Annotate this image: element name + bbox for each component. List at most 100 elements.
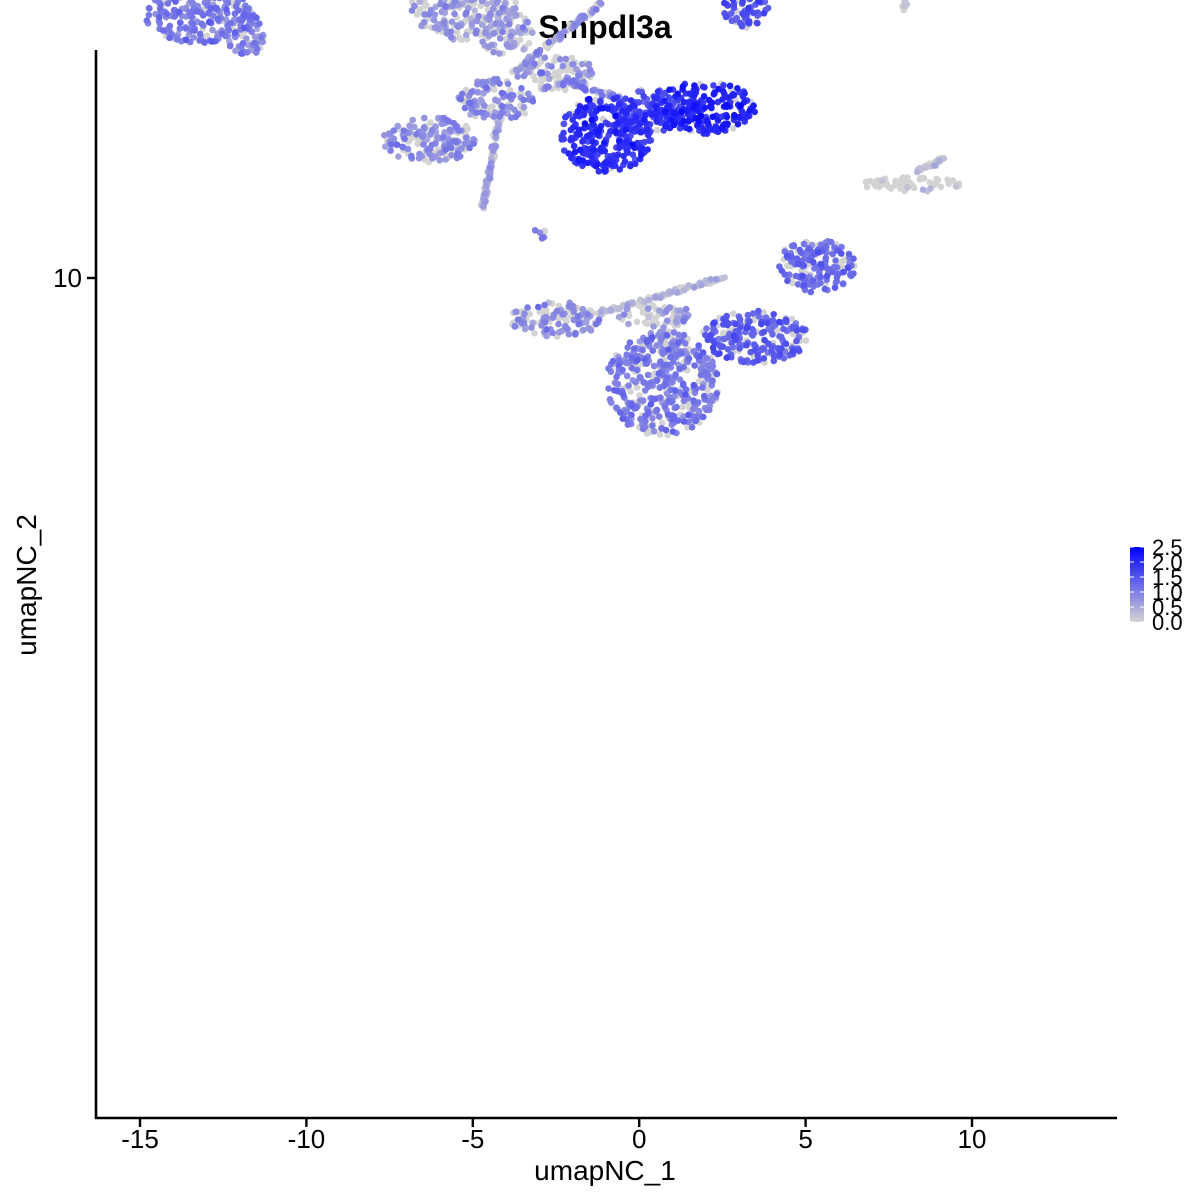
scatter-point bbox=[520, 103, 528, 111]
scatter-point bbox=[421, 18, 428, 26]
scatter-point bbox=[658, 419, 666, 427]
scatter-point bbox=[416, 0, 424, 5]
scatter-point bbox=[644, 305, 652, 313]
scatter-point bbox=[920, 175, 928, 182]
scatter-point bbox=[676, 365, 683, 373]
scatter-point bbox=[656, 431, 664, 438]
scatter-point bbox=[393, 141, 401, 148]
scatter-point bbox=[605, 365, 612, 372]
scatter-point bbox=[499, 28, 506, 36]
scatter-point bbox=[166, 22, 174, 30]
scatter-point bbox=[438, 120, 446, 128]
scatter-point bbox=[541, 54, 549, 61]
scatter-point bbox=[480, 203, 487, 210]
scatter-point bbox=[558, 327, 565, 335]
scatter-point bbox=[937, 183, 945, 191]
scatter-point bbox=[789, 279, 797, 287]
scatter-point bbox=[575, 72, 582, 79]
scatter-point bbox=[623, 408, 630, 415]
scatter-point bbox=[634, 366, 641, 374]
scatter-point bbox=[709, 362, 717, 370]
scatter-point bbox=[720, 329, 727, 337]
scatter-point bbox=[569, 60, 577, 68]
scatter-point bbox=[570, 77, 578, 84]
scatter-point bbox=[625, 382, 632, 390]
scatter-point bbox=[143, 17, 151, 24]
scatter-point bbox=[541, 301, 548, 309]
scatter-point bbox=[643, 430, 651, 437]
scatter-point bbox=[650, 428, 658, 435]
scatter-point bbox=[461, 140, 469, 148]
scatter-point bbox=[490, 113, 498, 120]
scatter-point bbox=[494, 121, 502, 128]
scatter-point bbox=[613, 373, 620, 381]
scatter-point bbox=[242, 5, 250, 13]
scatter-point bbox=[452, 138, 460, 145]
scatter-point bbox=[479, 38, 486, 45]
scatter-point bbox=[448, 18, 456, 26]
scatter-point bbox=[170, 6, 178, 14]
scatter-point bbox=[589, 87, 596, 94]
scatter-point bbox=[531, 227, 539, 234]
scatter-point bbox=[653, 376, 661, 384]
scatter-point bbox=[406, 122, 413, 130]
scatter-point bbox=[620, 311, 628, 318]
scatter-point bbox=[448, 151, 455, 159]
scatter-point bbox=[559, 311, 566, 318]
scatter-point bbox=[421, 11, 428, 18]
scatter-point bbox=[468, 0, 475, 4]
scatter-point bbox=[952, 182, 960, 190]
scatter-point bbox=[458, 90, 466, 98]
scatter-point bbox=[546, 75, 553, 83]
scatter-point bbox=[827, 238, 835, 246]
scatter-point bbox=[525, 90, 532, 97]
scatter-point bbox=[436, 157, 444, 164]
scatter-point bbox=[156, 5, 164, 13]
scatter-point bbox=[829, 250, 836, 258]
scatter-point bbox=[690, 284, 698, 291]
scatter-point bbox=[176, 25, 184, 32]
scatter-point bbox=[565, 330, 573, 338]
scatter-point bbox=[483, 0, 491, 8]
scatter-point bbox=[817, 279, 824, 287]
scatter-point bbox=[490, 30, 498, 37]
scatter-point bbox=[681, 287, 688, 294]
scatter-point bbox=[574, 313, 582, 320]
scatter-point bbox=[597, 308, 605, 315]
scatter-point bbox=[451, 0, 458, 5]
scatter-point bbox=[672, 318, 680, 326]
scatter-point bbox=[390, 127, 398, 134]
scatter-point bbox=[528, 324, 535, 331]
scatter-point bbox=[514, 73, 521, 80]
scatter-point bbox=[595, 316, 603, 324]
scatter-point bbox=[479, 78, 486, 86]
scatter-point bbox=[495, 9, 503, 17]
scatter-point bbox=[453, 29, 461, 36]
scatter-point bbox=[520, 96, 527, 104]
scatter-point bbox=[571, 23, 578, 30]
scatter-point bbox=[156, 20, 164, 27]
scatter-point bbox=[933, 175, 940, 183]
scatter-point bbox=[190, 27, 198, 34]
scatter-point bbox=[426, 150, 433, 158]
scatter-point bbox=[927, 185, 934, 192]
scatter-point bbox=[533, 48, 541, 56]
scatter-point bbox=[471, 7, 479, 14]
scatter-point bbox=[485, 43, 492, 51]
scatter-point bbox=[632, 404, 640, 412]
scatter-point bbox=[669, 358, 677, 366]
scatter-point bbox=[691, 362, 698, 369]
scatter-point bbox=[472, 30, 480, 37]
scatter-point bbox=[470, 140, 478, 147]
scatter-point bbox=[863, 183, 871, 191]
scatter-point bbox=[492, 142, 500, 150]
scatter-point bbox=[615, 305, 623, 313]
scatter-point bbox=[839, 258, 846, 265]
scatter-point bbox=[538, 235, 546, 242]
scatter-point bbox=[209, 26, 216, 34]
scatter-point bbox=[679, 403, 686, 411]
scatter-point bbox=[390, 135, 398, 143]
scatter-point bbox=[409, 116, 417, 124]
scatter-point bbox=[239, 0, 247, 3]
scatter-point bbox=[498, 20, 505, 28]
